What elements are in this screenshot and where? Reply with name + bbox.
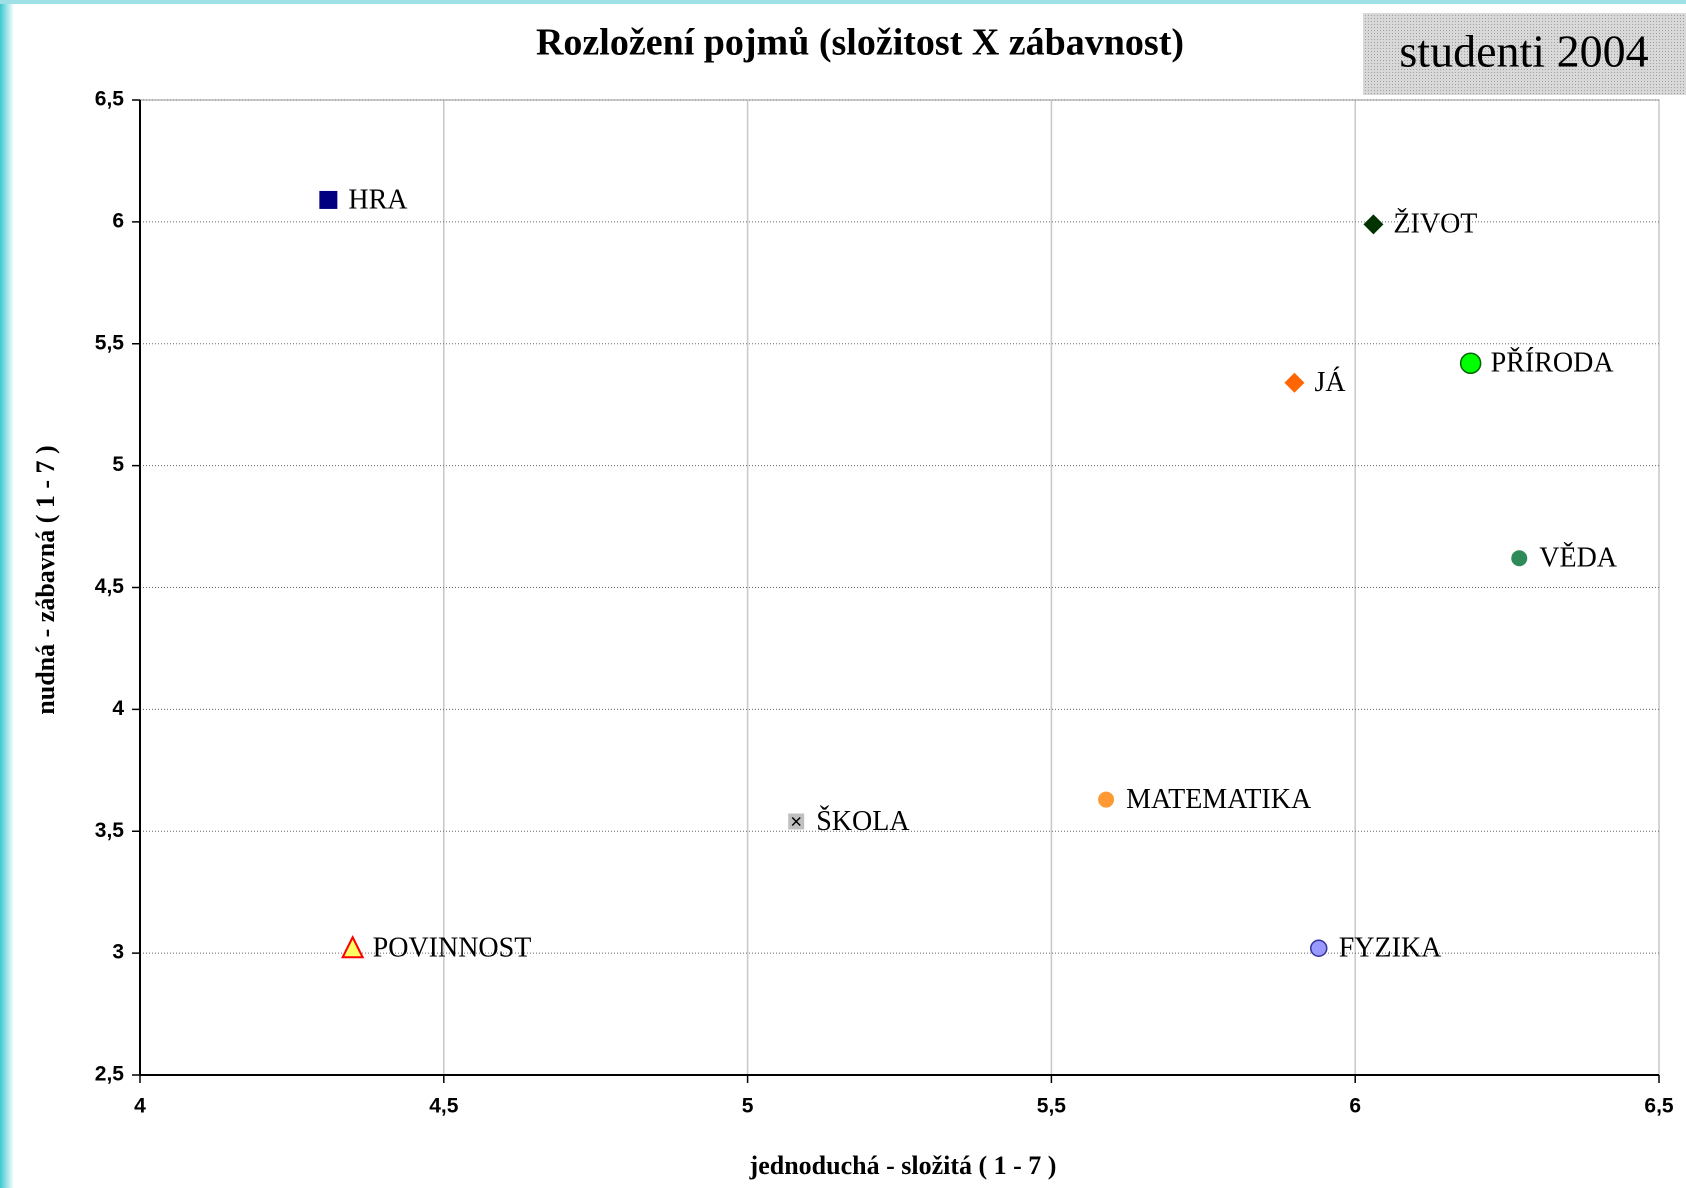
top-strip	[0, 0, 1686, 4]
point-label: JÁ	[1314, 367, 1346, 398]
y-tick-label: 2,5	[95, 1063, 125, 1086]
point-label: ŠKOLA	[816, 806, 910, 837]
point	[1511, 550, 1528, 567]
x-tick-label: 5,5	[1037, 1095, 1067, 1118]
badge-text: studenti 2004	[1399, 26, 1648, 77]
y-tick-label: 3,5	[95, 819, 125, 842]
point	[319, 190, 338, 209]
point	[1284, 372, 1305, 393]
badge	[1363, 13, 1686, 95]
point-label: VĚDA	[1539, 543, 1618, 574]
edge-strip	[0, 0, 14, 1188]
y-tick-label: 6	[112, 209, 124, 232]
point-label: ŽIVOT	[1393, 209, 1477, 240]
point	[341, 935, 365, 959]
y-tick-label: 4	[112, 697, 124, 720]
point	[1363, 214, 1384, 235]
point	[1309, 939, 1328, 957]
y-tick-label: 6,5	[95, 88, 125, 111]
point-label: FYZIKA	[1339, 933, 1442, 964]
y-tick-label: 3	[112, 941, 124, 964]
y-tick-label: 5	[112, 453, 124, 476]
point-label: HRA	[348, 184, 408, 215]
y-axis-label: nudná - zábavná ( 1 - 7 )	[31, 445, 60, 714]
point	[1098, 791, 1115, 808]
y-tick-label: 4,5	[95, 575, 125, 598]
x-tick-label: 6	[1349, 1095, 1361, 1118]
x-tick-label: 4	[134, 1095, 146, 1118]
x-tick-label: 4,5	[429, 1095, 459, 1118]
point-label: POVINNOST	[373, 933, 532, 964]
x-axis-label: jednoduchá - složitá ( 1 - 7 )	[749, 1151, 1057, 1180]
point-label: MATEMATIKA	[1126, 784, 1312, 815]
point	[1459, 352, 1482, 374]
point-label: PŘÍRODA	[1491, 348, 1615, 379]
x-tick-label: 5	[742, 1095, 754, 1118]
chart-title: Rozložení pojmů (složitost X zábavnost)	[536, 22, 1184, 64]
x-tick-label: 6,5	[1644, 1095, 1674, 1118]
y-tick-label: 5,5	[95, 331, 125, 354]
point-cross	[791, 816, 801, 827]
